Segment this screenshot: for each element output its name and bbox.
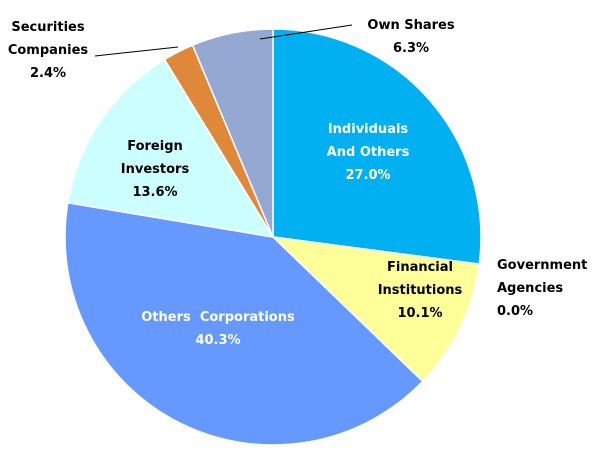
pie-slice-individuals-and-others — [272, 28, 482, 265]
slice-label-individuals-and-others: And Others — [327, 145, 410, 160]
slice-label-government-agencies: Government — [497, 258, 587, 273]
slice-label-financial-institutions: Institutions — [378, 283, 463, 298]
slice-labels: Individuals And Others 27.0% Government Agen… — [8, 18, 588, 348]
pie-slice-own-shares — [191, 28, 274, 238]
slice-label-securities-companies: Securities — [11, 20, 84, 35]
slice-value-own-shares: 6.3% — [393, 41, 429, 56]
slice-value-others-corporations: 40.3% — [195, 333, 240, 348]
slice-label-foreign-investors: Investors — [121, 162, 190, 177]
slice-label-government-agencies: Agencies — [497, 281, 563, 296]
slice-label-financial-institutions: Financial — [387, 260, 453, 275]
slice-value-financial-institutions: 10.1% — [397, 306, 442, 321]
slice-label-others-corporations: Others Corporations — [141, 310, 295, 325]
leader-lines — [94, 24, 353, 57]
pie-slice-others-corporations — [64, 201, 424, 446]
slice-value-individuals-and-others: 27.0% — [345, 168, 390, 183]
slice-label-own-shares: Own Shares — [367, 18, 454, 33]
slice-value-government-agencies: 0.0% — [497, 304, 533, 319]
pie-slice-financial-institutions — [270, 235, 481, 383]
slice-label-foreign-investors: Foreign — [127, 139, 183, 154]
pie-wedges — [64, 28, 482, 446]
leader-line-own-shares — [259, 24, 353, 40]
slice-label-individuals-and-others: Individuals — [328, 122, 409, 137]
slice-label-securities-companies: Companies — [8, 43, 89, 58]
slice-value-securities-companies: 2.4% — [30, 66, 66, 81]
slice-value-foreign-investors: 13.6% — [132, 185, 177, 200]
pie-slice-foreign-investors — [66, 58, 275, 239]
leader-line-securities-companies — [94, 46, 179, 57]
